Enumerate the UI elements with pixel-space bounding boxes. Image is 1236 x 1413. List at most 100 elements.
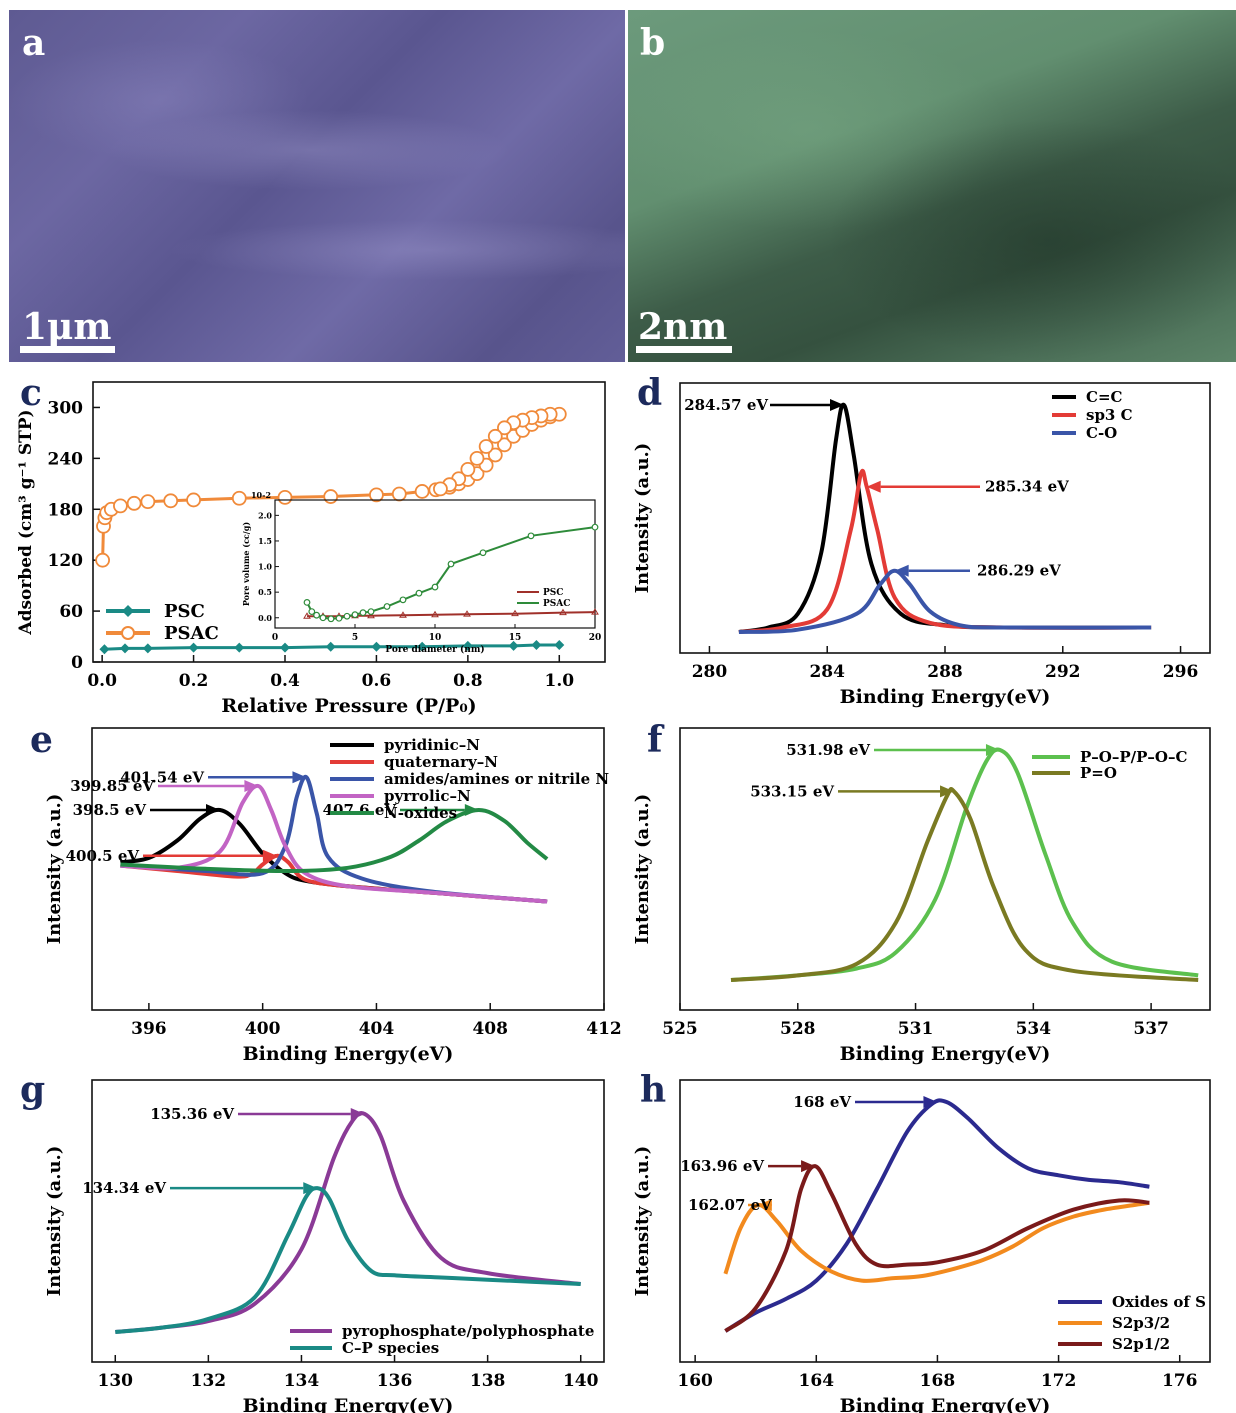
psac-adsorption-point — [95, 552, 110, 568]
xps-h-plot-frame — [679, 1079, 1211, 1363]
psac-desorption-point — [478, 439, 494, 454]
inset-psac-point — [383, 603, 391, 610]
psc-point — [531, 640, 542, 651]
micrograph-b — [628, 10, 1236, 362]
micrograph-a — [9, 10, 625, 362]
psac-adsorption-point — [231, 490, 247, 506]
xps-f-annotation-arrowhead — [940, 785, 955, 798]
xps-e-annotation-label: 401.54 eV — [120, 768, 204, 786]
xps-e-annotation-label: 400.5 eV — [66, 847, 140, 865]
psac-adsorption-point — [163, 493, 179, 509]
inset-psac-point — [335, 614, 343, 622]
xps-h-legend-label: S2p1/2 — [1112, 1335, 1170, 1353]
xps-f-plot-frame — [679, 727, 1211, 1011]
psac-desorption-point — [433, 481, 448, 497]
inset-ytick-label: 1.5 — [258, 536, 272, 546]
psc-point — [142, 643, 153, 654]
inset-psc-point — [463, 610, 471, 617]
xps-f-xtick-label: 531 — [898, 1019, 934, 1039]
xps-g-annotation-arrowhead — [350, 1108, 365, 1120]
psc-point — [234, 642, 245, 653]
xps-h-series-line — [724, 1164, 1150, 1333]
inset-yexp: 10-2 — [251, 490, 271, 500]
isotherm-legend-marker — [121, 626, 135, 640]
xps-h-series-line — [724, 1098, 1150, 1333]
inset-legend-label: PSAC — [543, 599, 570, 609]
psac-adsorption-point — [414, 484, 430, 499]
xps-g-xtick-label: 130 — [98, 1371, 134, 1391]
xps-g-annotation-arrowhead — [303, 1182, 318, 1195]
inset-psc-point — [559, 608, 567, 616]
inset-xlabel: Pore diameter (nm) — [385, 644, 484, 655]
scale-label-b: 2nm — [638, 306, 728, 348]
xps-h-xtick-label: 164 — [799, 1371, 835, 1391]
inset-psac-point — [367, 608, 375, 616]
psac-adsorption-point — [391, 486, 407, 502]
psc-point — [188, 642, 199, 653]
xps-h-xtick-label: 160 — [677, 1371, 713, 1391]
xps-e-xlabel: Binding Energy(eV) — [243, 1043, 454, 1065]
inset-ytick-label: 1.0 — [258, 562, 272, 572]
xps-e-xtick-label: 412 — [586, 1019, 622, 1039]
inset-xtick-label: 20 — [589, 633, 602, 643]
xps-g-series-line — [115, 1186, 581, 1334]
xps-g-series-line — [115, 1110, 581, 1334]
inset-psc-point — [399, 611, 407, 618]
xps-e-annotation-arrowhead — [244, 780, 259, 792]
xps-f-ylabel: Intensity (a.u.) — [632, 794, 653, 945]
xps-e-xtick-label: 404 — [359, 1019, 395, 1039]
isotherm-xlabel: Relative Pressure (P/P₀) — [221, 695, 476, 717]
isotherm-ytick-label: 120 — [48, 551, 84, 571]
xps-f-xtick-label: 525 — [662, 1019, 698, 1039]
xps-d-legend-label: C=C — [1086, 388, 1123, 406]
panel-letter-g: g — [20, 1069, 45, 1111]
xps-h-xtick-label: 176 — [1162, 1371, 1198, 1391]
xps-f-xtick-label: 534 — [1016, 1019, 1052, 1039]
xps-e-plot-frame — [91, 727, 605, 1011]
panel-letter-d: d — [637, 372, 662, 414]
xps-e-xtick-label: 400 — [245, 1019, 281, 1039]
psac-desorption-point — [460, 461, 476, 477]
inset-xtick-label: 0 — [272, 633, 278, 643]
xps-h-series-line — [723, 1200, 1150, 1283]
xps-e-legend-label: amides/amines or nitrile N — [384, 770, 609, 788]
inset-psc-point — [431, 610, 439, 618]
xps-h-annotation-arrowhead — [923, 1096, 938, 1108]
xps-h-annotation-label: 162.07 eV — [688, 1196, 772, 1214]
inset-psc-point — [303, 612, 311, 619]
xps-e-annotation-label: 399.85 eV — [70, 777, 154, 795]
xps-d-xtick-label: 280 — [692, 662, 728, 682]
inset-psac-point — [313, 611, 321, 619]
xps-d-annotation-label: 286.29 eV — [977, 562, 1061, 580]
xps-h-legend-label: S2p3/2 — [1112, 1314, 1170, 1332]
inset-psac-point — [399, 596, 407, 604]
isotherm-ytick-label: 240 — [48, 449, 84, 469]
isotherm-xtick-label: 0.4 — [270, 671, 300, 691]
xps-f-xtick-label: 528 — [780, 1019, 816, 1039]
inset-ytick-label: 2.0 — [258, 510, 272, 520]
psac-desorption-point — [469, 450, 485, 466]
inset-psac-point — [591, 523, 599, 531]
xps-e-legend-label: pyrrolic–N — [384, 787, 471, 805]
panel-letter-e: e — [30, 719, 53, 761]
xps-e-annotation-arrowhead — [206, 803, 220, 816]
xps-g-legend-label: C–P species — [342, 1339, 439, 1357]
xps-g-xtick-label: 140 — [563, 1371, 599, 1391]
inset-ytick-label: 0.0 — [258, 613, 272, 623]
isotherm-ytick-label: 0 — [71, 653, 83, 673]
xps-g-xlabel: Binding Energy(eV) — [243, 1395, 454, 1413]
inset-psac-point — [359, 609, 367, 617]
xps-h-legend-label: Oxides of S — [1112, 1293, 1206, 1311]
xps-e-xtick-label: 408 — [472, 1019, 508, 1039]
xps-d-annotation-arrowhead — [894, 564, 909, 577]
isotherm-ylabel: Adsorbed (cm³ g⁻¹ STP) — [16, 409, 36, 635]
xps-e-legend-label: N-oxides — [384, 804, 457, 822]
inset-psac-point — [527, 532, 535, 540]
xps-f-xlabel: Binding Energy(eV) — [840, 1043, 1051, 1065]
isotherm-xtick-label: 0.8 — [453, 671, 483, 691]
psac-adsorption-point — [323, 489, 339, 504]
psac-adsorption-point — [277, 489, 293, 505]
psc-point — [325, 641, 336, 652]
scale-bar-a — [20, 346, 115, 353]
scale-bar-b — [636, 346, 732, 353]
